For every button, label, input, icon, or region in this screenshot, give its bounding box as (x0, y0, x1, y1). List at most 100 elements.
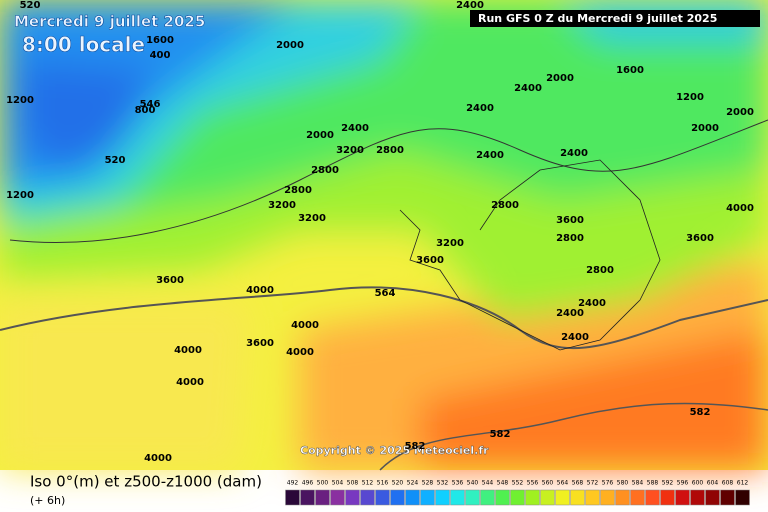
contour-label: 800 (135, 105, 156, 116)
contour-label: 4000 (286, 347, 314, 358)
contour-label: 2000 (726, 107, 754, 118)
legend-label: 496 (302, 480, 314, 487)
legend-swatch (435, 489, 450, 506)
legend-label: 532 (437, 480, 449, 487)
legend-swatch (360, 489, 375, 506)
contour-label: 2400 (341, 123, 369, 134)
legend-swatch (405, 489, 420, 506)
contour-label: 400 (150, 50, 171, 61)
legend-label: 612 (737, 480, 749, 487)
legend-label: 564 (557, 480, 569, 487)
legend-swatch (300, 489, 315, 506)
legend-label: 604 (707, 480, 719, 487)
legend-label: 512 (362, 480, 374, 487)
contour-label: 1600 (616, 65, 644, 76)
contour-label: 582 (405, 441, 426, 452)
contour-label: 546 (140, 99, 161, 110)
legend-swatch (600, 489, 615, 506)
contour-label: 2000 (691, 123, 719, 134)
legend-swatch (345, 489, 360, 506)
legend-label: 600 (692, 480, 704, 487)
legend-swatch (465, 489, 480, 506)
legend-swatch (675, 489, 690, 506)
contour-label: 2800 (586, 265, 614, 276)
contour-label: 4000 (176, 377, 204, 388)
contour-label: 4000 (144, 453, 172, 464)
legend-swatch (585, 489, 600, 506)
contour-label: 2000 (306, 130, 334, 141)
legend-label: 588 (647, 480, 659, 487)
date-label: Mercredi 9 juillet 2025 (14, 13, 205, 31)
legend-label: 584 (632, 480, 644, 487)
contour-label: 3600 (416, 255, 444, 266)
legend-label: 596 (677, 480, 689, 487)
contour-label: 582 (490, 429, 511, 440)
legend-swatch (540, 489, 555, 506)
legend-label: 492 (287, 480, 299, 487)
contour-label: 564 (375, 288, 396, 299)
contour-label: 3200 (298, 213, 326, 224)
legend-swatch (690, 489, 705, 506)
legend-swatch (390, 489, 405, 506)
legend-swatch (705, 489, 720, 506)
contour-label: 2800 (284, 185, 312, 196)
legend-swatch (480, 489, 495, 506)
legend-swatch (615, 489, 630, 506)
legend-label: 500 (317, 480, 329, 487)
contour-label: 2400 (514, 83, 542, 94)
contour-label: 582 (690, 407, 711, 418)
legend-label: 508 (347, 480, 359, 487)
footer-step: (+ 6h) (30, 494, 65, 507)
contour-label: 2800 (491, 200, 519, 211)
contour-label: 1200 (6, 190, 34, 201)
legend-swatch (450, 489, 465, 506)
legend-swatch (420, 489, 435, 506)
legend-label: 536 (452, 480, 464, 487)
contour-label: 2400 (560, 148, 588, 159)
legend-label: 580 (617, 480, 629, 487)
legend-label: 548 (497, 480, 509, 487)
legend-label: 540 (467, 480, 479, 487)
legend-label: 544 (482, 480, 494, 487)
contour-label: 2400 (561, 332, 589, 343)
legend-label: 528 (422, 480, 434, 487)
contour-label: 4000 (246, 285, 274, 296)
legend-swatch (720, 489, 735, 506)
legend-swatch (510, 489, 525, 506)
contour-label: 2400 (476, 150, 504, 161)
legend-label: 524 (407, 480, 419, 487)
legend-label: 520 (392, 480, 404, 487)
legend-swatch (630, 489, 645, 506)
contour-label: 3600 (556, 215, 584, 226)
footer-title: Iso 0°(m) et z500-z1000 (dam) (30, 473, 262, 491)
legend-label: 504 (332, 480, 344, 487)
legend-label: 568 (572, 480, 584, 487)
contour-label: 3600 (156, 275, 184, 286)
contour-label: 3200 (336, 145, 364, 156)
legend-label: 576 (602, 480, 614, 487)
run-label: Run GFS 0 Z du Mercredi 9 juillet 2025 (478, 12, 717, 25)
contour-label: 2000 (546, 73, 574, 84)
legend-swatch (525, 489, 540, 506)
contour-label: 1600 (146, 35, 174, 46)
contour-label: 2400 (456, 0, 484, 11)
contour-label: 1200 (6, 95, 34, 106)
legend-swatch (375, 489, 390, 506)
time-label: 8:00 locale (22, 33, 145, 57)
legend-swatch (735, 489, 750, 506)
legend-label: 572 (587, 480, 599, 487)
legend-label: 516 (377, 480, 389, 487)
contour-label: 2400 (466, 103, 494, 114)
contour-label: 1200 (676, 92, 704, 103)
run-box (470, 10, 760, 27)
legend-label: 608 (722, 480, 734, 487)
legend-label: 556 (527, 480, 539, 487)
legend-label: 552 (512, 480, 524, 487)
copyright: Copyright © 2025 Meteociel.fr (300, 444, 489, 457)
legend-swatch (315, 489, 330, 506)
contour-label: 4000 (726, 203, 754, 214)
contour-label: 2800 (376, 145, 404, 156)
contour-label: 3600 (686, 233, 714, 244)
contour-label: 2000 (276, 40, 304, 51)
